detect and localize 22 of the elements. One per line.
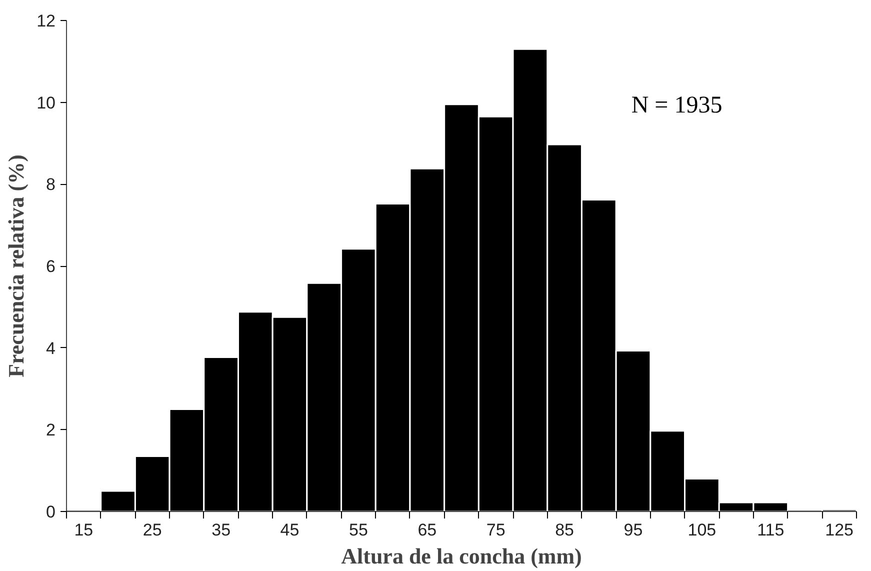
y-tick-label: 6 bbox=[46, 257, 56, 276]
x-tick-label: 35 bbox=[212, 520, 231, 540]
x-tick-label: 65 bbox=[418, 520, 437, 540]
x-tick-label: 45 bbox=[280, 520, 300, 540]
y-tick-label: 2 bbox=[46, 420, 56, 440]
y-tick-label: 10 bbox=[36, 93, 56, 112]
y-tick-label: 0 bbox=[46, 502, 56, 522]
x-tick-label: 105 bbox=[688, 520, 716, 540]
x-tick-label: 95 bbox=[624, 520, 643, 540]
x-tick-label: 25 bbox=[142, 520, 162, 540]
annotation: N = 1935 bbox=[631, 92, 722, 119]
y-tick-label: 4 bbox=[46, 338, 56, 358]
x-tick-label: 85 bbox=[555, 520, 574, 540]
y-tick-label: 12 bbox=[36, 12, 56, 30]
x-tick-label: 15 bbox=[74, 520, 94, 540]
x-axis-title: Altura de la concha (mm) bbox=[341, 544, 582, 568]
x-tick-label: 115 bbox=[757, 520, 784, 540]
y-axis-title: Frecuencia relativa (%) bbox=[4, 154, 29, 378]
x-tick-label: 75 bbox=[486, 520, 506, 540]
x-tick-label: 125 bbox=[825, 520, 854, 540]
y-tick-label: 8 bbox=[46, 175, 56, 194]
x-tick-label: 55 bbox=[349, 520, 368, 540]
